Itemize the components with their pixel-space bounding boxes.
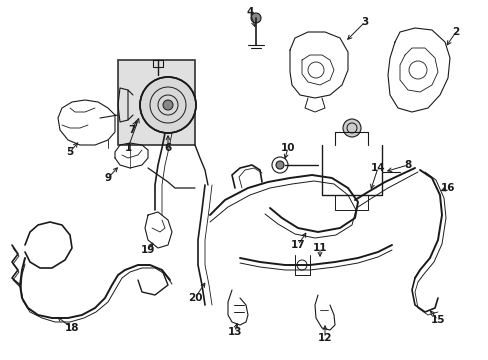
Text: 19: 19	[141, 245, 155, 255]
Circle shape	[250, 13, 261, 23]
Text: 14: 14	[370, 163, 385, 173]
Text: 13: 13	[227, 327, 242, 337]
Text: 11: 11	[312, 243, 326, 253]
Text: 9: 9	[104, 173, 111, 183]
Text: 7: 7	[128, 125, 135, 135]
Text: 15: 15	[430, 315, 445, 325]
Text: 4: 4	[246, 7, 253, 17]
Bar	[118, 60, 195, 145]
Text: 6: 6	[164, 143, 171, 153]
Text: 16: 16	[440, 183, 454, 193]
Circle shape	[342, 119, 360, 137]
Circle shape	[140, 77, 196, 133]
Text: 10: 10	[280, 143, 295, 153]
Text: 2: 2	[451, 27, 459, 37]
Circle shape	[275, 161, 284, 169]
Text: 8: 8	[404, 160, 411, 170]
Text: 18: 18	[64, 323, 79, 333]
Text: 3: 3	[361, 17, 368, 27]
Text: 1: 1	[124, 143, 131, 153]
Text: 12: 12	[317, 333, 331, 343]
Text: 20: 20	[187, 293, 202, 303]
Text: 5: 5	[66, 147, 74, 157]
Circle shape	[163, 100, 173, 110]
Text: 17: 17	[290, 240, 305, 250]
